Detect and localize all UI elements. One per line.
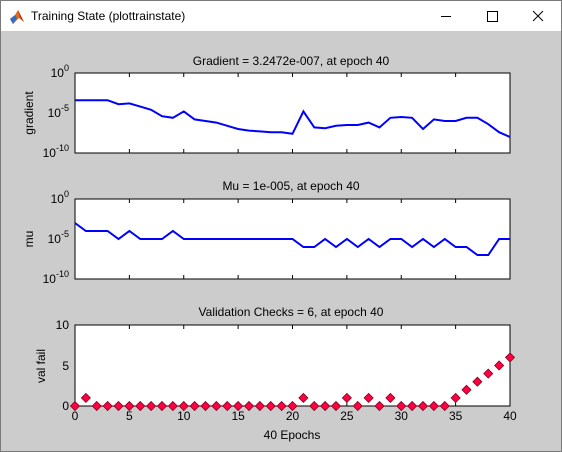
mu-series-line — [74, 222, 510, 256]
val-fail-point — [113, 400, 124, 412]
val-fail-point — [135, 400, 146, 412]
ytick-label: 10-10 — [43, 143, 69, 160]
close-button[interactable] — [515, 1, 561, 31]
gradient-series-line — [75, 99, 511, 138]
mu-panel: Mu = 1e-005, at epoch 40 100 10-5 10-10 … — [22, 179, 511, 286]
val-fail-point — [178, 400, 189, 412]
val-fail-point — [243, 400, 255, 412]
val-fail-point — [309, 400, 320, 412]
val-fail-point — [298, 392, 309, 403]
xtick-label: 35 — [449, 409, 463, 423]
matlab-icon — [10, 10, 24, 24]
val-fail-point — [156, 400, 168, 412]
val-fail-ylabel: val fail — [34, 349, 48, 383]
val-fail-point — [211, 400, 222, 412]
ytick-label: 10-10 — [43, 269, 69, 286]
val-fail-point — [276, 400, 287, 412]
val-fail-point — [233, 400, 244, 412]
plot-area: Gradient = 3.2472e-007, at epoch 40 100 … — [22, 54, 517, 442]
val-fail-title: Validation Checks = 6, at epoch 40 — [199, 305, 384, 319]
val-fail-point — [374, 400, 385, 412]
ytick-label: 100 — [51, 63, 69, 80]
title-bar[interactable]: Training State (plottrainstate) — [1, 1, 561, 31]
gradient-title: Gradient = 3.2472e-007, at epoch 40 — [193, 54, 390, 68]
xtick-label: 10 — [177, 409, 191, 423]
gradient-axes[interactable] — [74, 72, 511, 154]
x-axis-label: 40 Epochs — [264, 428, 321, 442]
xtick-label: 0 — [72, 409, 79, 423]
close-icon — [532, 10, 544, 22]
ytick-label: 0 — [62, 399, 69, 413]
val-fail-point — [396, 400, 407, 412]
val-fail-point — [254, 400, 265, 412]
mu-ylabel: mu — [22, 231, 36, 248]
ytick-label: 100 — [51, 189, 69, 206]
xtick-label: 5 — [126, 409, 133, 423]
val-fail-point — [69, 400, 81, 412]
ytick-label: 10-5 — [48, 229, 69, 246]
val-fail-point — [417, 400, 429, 412]
val-fail-point — [352, 400, 363, 412]
val-fail-point — [265, 400, 276, 412]
val-fail-point — [200, 400, 211, 412]
val-fail-point — [124, 400, 135, 412]
val-fail-axes[interactable] — [74, 324, 511, 407]
maximize-button[interactable] — [469, 1, 515, 31]
ytick-label: 10-5 — [48, 103, 69, 120]
val-fail-point — [385, 392, 396, 403]
val-fail-point — [428, 400, 439, 412]
gradient-ylabel: gradient — [22, 91, 36, 135]
val-fail-point — [222, 400, 233, 412]
gradient-panel: Gradient = 3.2472e-007, at epoch 40 100 … — [22, 54, 511, 160]
val-fail-point — [102, 400, 113, 412]
ytick-label: 5 — [62, 359, 69, 373]
xtick-label: 20 — [286, 409, 300, 423]
window-title: Training State (plottrainstate) — [31, 9, 186, 23]
val-fail-point — [450, 392, 461, 403]
val-fail-point — [407, 400, 418, 412]
val-fail-point — [167, 400, 178, 412]
minimize-icon — [441, 16, 451, 17]
val-fail-point — [91, 400, 102, 412]
val-fail-panel: Validation Checks = 6, at epoch 40 0 5 10 1… — [34, 305, 517, 442]
val-fail-point — [461, 384, 472, 395]
val-fail-point — [504, 352, 516, 363]
val-fail-point — [146, 400, 157, 412]
xtick-label: 15 — [231, 409, 245, 423]
val-fail-point — [341, 392, 352, 403]
xtick-label: 25 — [340, 409, 354, 423]
ytick-label: 10 — [56, 318, 70, 332]
mu-title: Mu = 1e-005, at epoch 40 — [222, 179, 359, 193]
maximize-icon — [487, 11, 498, 22]
val-fail-point — [439, 400, 450, 412]
val-fail-point — [330, 400, 342, 412]
val-fail-point — [189, 400, 200, 412]
val-fail-point — [287, 400, 298, 412]
val-fail-point — [80, 392, 91, 403]
val-fail-point — [472, 376, 483, 387]
val-fail-point — [483, 368, 494, 379]
val-fail-point — [320, 400, 331, 412]
xtick-label: 40 — [503, 409, 517, 423]
xtick-label: 30 — [395, 409, 409, 423]
val-fail-point — [494, 360, 505, 371]
val-fail-point — [363, 392, 374, 403]
minimize-button[interactable] — [423, 1, 469, 31]
